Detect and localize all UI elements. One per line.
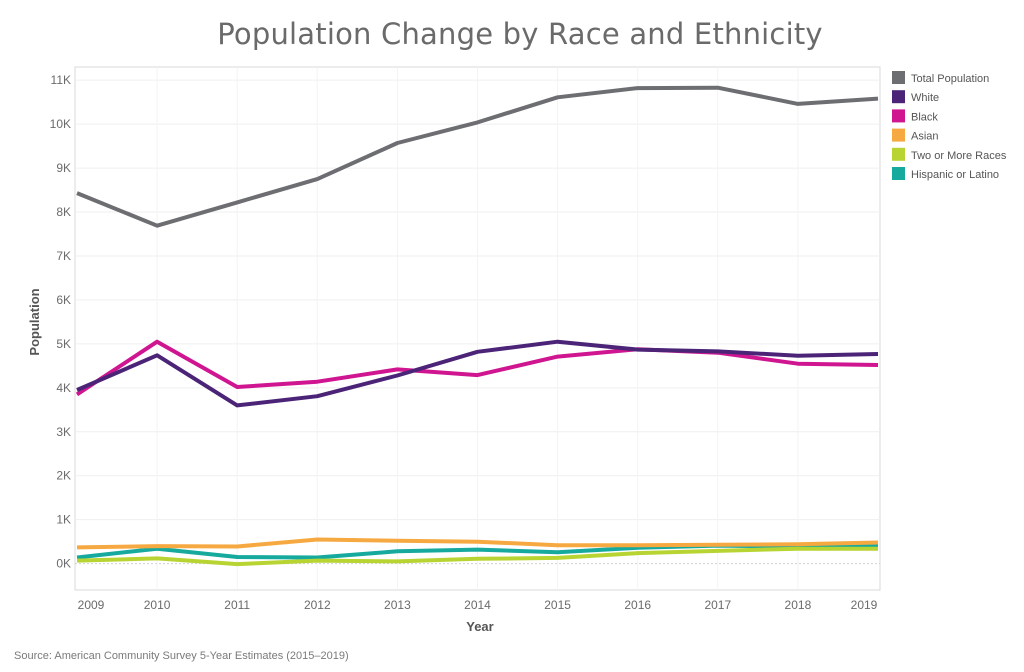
- legend-label-hispanic-or-latino: Hispanic or Latino: [911, 169, 999, 181]
- y-tick-label: 10K: [50, 117, 71, 131]
- y-tick-label: 0K: [56, 557, 71, 571]
- y-tick-label: 2K: [56, 469, 71, 483]
- x-tick-label: 2010: [144, 598, 171, 612]
- x-axis-ticks: 2009 2010 2011 2012 2013 2014 2015 2016 2017 2018…: [78, 598, 878, 612]
- series-lines: [75, 85, 879, 567]
- y-tick-label: 3K: [56, 425, 71, 439]
- legend-swatch-white: [892, 90, 905, 104]
- x-tick-label: 2012: [304, 598, 331, 612]
- y-tick-label: 7K: [56, 249, 71, 263]
- legend-label-total-population: Total Population: [911, 73, 989, 85]
- x-tick-label: 2011: [224, 598, 250, 612]
- source-note: Source: American Community Survey 5-Year…: [14, 650, 349, 662]
- legend-swatch-hispanic-or-latino: [892, 167, 905, 180]
- legend-label-white: White: [911, 92, 939, 104]
- y-tick-label: 4K: [56, 381, 71, 395]
- y-tick-label: 6K: [56, 293, 71, 307]
- x-tick-label: 2014: [464, 598, 491, 612]
- chart-title: Population Change by Race and Ethnicity: [217, 17, 823, 51]
- y-tick-label: 5K: [56, 337, 71, 351]
- x-tick-label: 2019: [851, 598, 878, 612]
- legend-label-black: Black: [911, 111, 938, 123]
- legend-swatch-black: [892, 109, 905, 123]
- series-line-asian: [76, 537, 879, 550]
- legend-swatch-total-population: [892, 71, 905, 84]
- x-tick-label: 2017: [704, 598, 731, 612]
- legend-label-two-or-more-races: Two or More Races: [911, 150, 1007, 162]
- y-tick-label: 1K: [56, 513, 71, 527]
- legend-swatch-asian: [892, 128, 905, 142]
- series-line-total-population: [76, 85, 879, 228]
- x-tick-label: 2013: [384, 598, 411, 612]
- y-axis-ticks: 0K 1K 2K 3K 4K 5K 6K 7K 8K 9K 10K 11K: [50, 73, 71, 570]
- series-line-black: [75, 339, 879, 397]
- y-tick-label: 11K: [51, 73, 71, 87]
- series-line-two-or-more-races: [76, 546, 878, 567]
- x-tick-label: 2016: [624, 598, 651, 612]
- legend-swatch-two-or-more-races: [892, 147, 905, 161]
- x-axis-title: Year: [466, 619, 493, 634]
- x-tick-label: 2015: [544, 598, 571, 612]
- x-tick-label: 2009: [78, 598, 105, 612]
- y-tick-label: 8K: [56, 205, 71, 219]
- grid-lines: [75, 67, 880, 590]
- legend: Total Population White Black Asian Two or Mo…: [892, 71, 1007, 181]
- x-tick-label: 2018: [785, 598, 812, 612]
- y-axis-title: Population: [27, 288, 42, 355]
- y-tick-label: 9K: [56, 161, 71, 175]
- series-line-white: [76, 339, 879, 408]
- legend-label-asian: Asian: [911, 131, 939, 143]
